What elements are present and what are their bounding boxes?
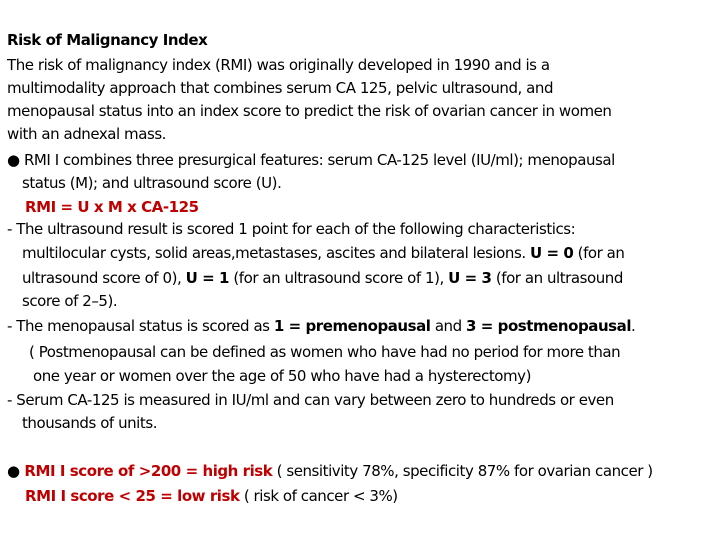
high-risk-label: RMI I score of >200 = high risk bbox=[19, 462, 273, 480]
high-risk-description: ( sensitivity 78%, specificity 87% for o… bbox=[272, 462, 653, 480]
low-risk-label: RMI I score < 25 = low risk bbox=[25, 487, 240, 505]
ultrasound-text: ultrasound score of 0), bbox=[22, 269, 186, 287]
serum-line-1: - Serum CA-125 is measured in IU/ml and … bbox=[7, 391, 614, 409]
low-risk-line: RMI I score < 25 = low risk ( risk of ca… bbox=[25, 486, 398, 506]
bullet-icon: ● bbox=[7, 462, 20, 480]
ultrasound-text: multilocular cysts, solid areas,metastas… bbox=[22, 244, 530, 262]
menopausal-line: - The menopausal status is scored as 1 =… bbox=[7, 316, 636, 336]
low-risk-description: ( risk of cancer < 3%) bbox=[239, 487, 398, 505]
u0-score: U = 0 bbox=[529, 244, 574, 262]
postmenopausal-score: 3 = postmenopausal bbox=[466, 317, 632, 335]
menopausal-text: and bbox=[430, 317, 467, 335]
ultrasound-line-2: multilocular cysts, solid areas,metastas… bbox=[22, 243, 625, 263]
rmi-formula: RMI = U x M x CA-125 bbox=[25, 198, 199, 216]
rmi-features-text: RMI I combines three presurgical feature… bbox=[19, 151, 615, 169]
intro-line-2: multimodality approach that combines ser… bbox=[7, 79, 554, 97]
page-title: Risk of Malignancy Index bbox=[7, 31, 208, 49]
menopausal-text: - The menopausal status is scored as bbox=[7, 317, 274, 335]
menopausal-text: . bbox=[631, 317, 636, 335]
rmi-bullet-line-1: ● RMI I combines three presurgical featu… bbox=[7, 150, 615, 170]
ultrasound-line-1: - The ultrasound result is scored 1 poin… bbox=[7, 220, 576, 238]
u0-description: (for an bbox=[573, 244, 625, 262]
rmi-bullet-line-2: status (M); and ultrasound score (U). bbox=[22, 174, 282, 192]
premenopausal-score: 1 = premenopausal bbox=[273, 317, 431, 335]
ultrasound-line-4: score of 2–5). bbox=[22, 292, 118, 310]
intro-line-1: The risk of malignancy index (RMI) was o… bbox=[7, 56, 550, 74]
u1-description: (for an ultrasound score of 1), bbox=[229, 269, 449, 287]
serum-line-2: thousands of units. bbox=[22, 414, 158, 432]
intro-line-4: with an adnexal mass. bbox=[7, 125, 166, 143]
postmenopausal-definition-1: ( Postmenopausal can be defined as women… bbox=[29, 343, 621, 361]
u3-score: U = 3 bbox=[448, 269, 492, 287]
u1-score: U = 1 bbox=[185, 269, 230, 287]
intro-line-3: menopausal status into an index score to… bbox=[7, 102, 612, 120]
high-risk-line: ● RMI I score of >200 = high risk ( sens… bbox=[7, 461, 653, 481]
u3-description: (for an ultrasound bbox=[491, 269, 624, 287]
postmenopausal-definition-2: one year or women over the age of 50 who… bbox=[33, 367, 531, 385]
bullet-icon: ● bbox=[7, 151, 20, 169]
ultrasound-line-3: ultrasound score of 0), U = 1 (for an ul… bbox=[22, 268, 623, 288]
